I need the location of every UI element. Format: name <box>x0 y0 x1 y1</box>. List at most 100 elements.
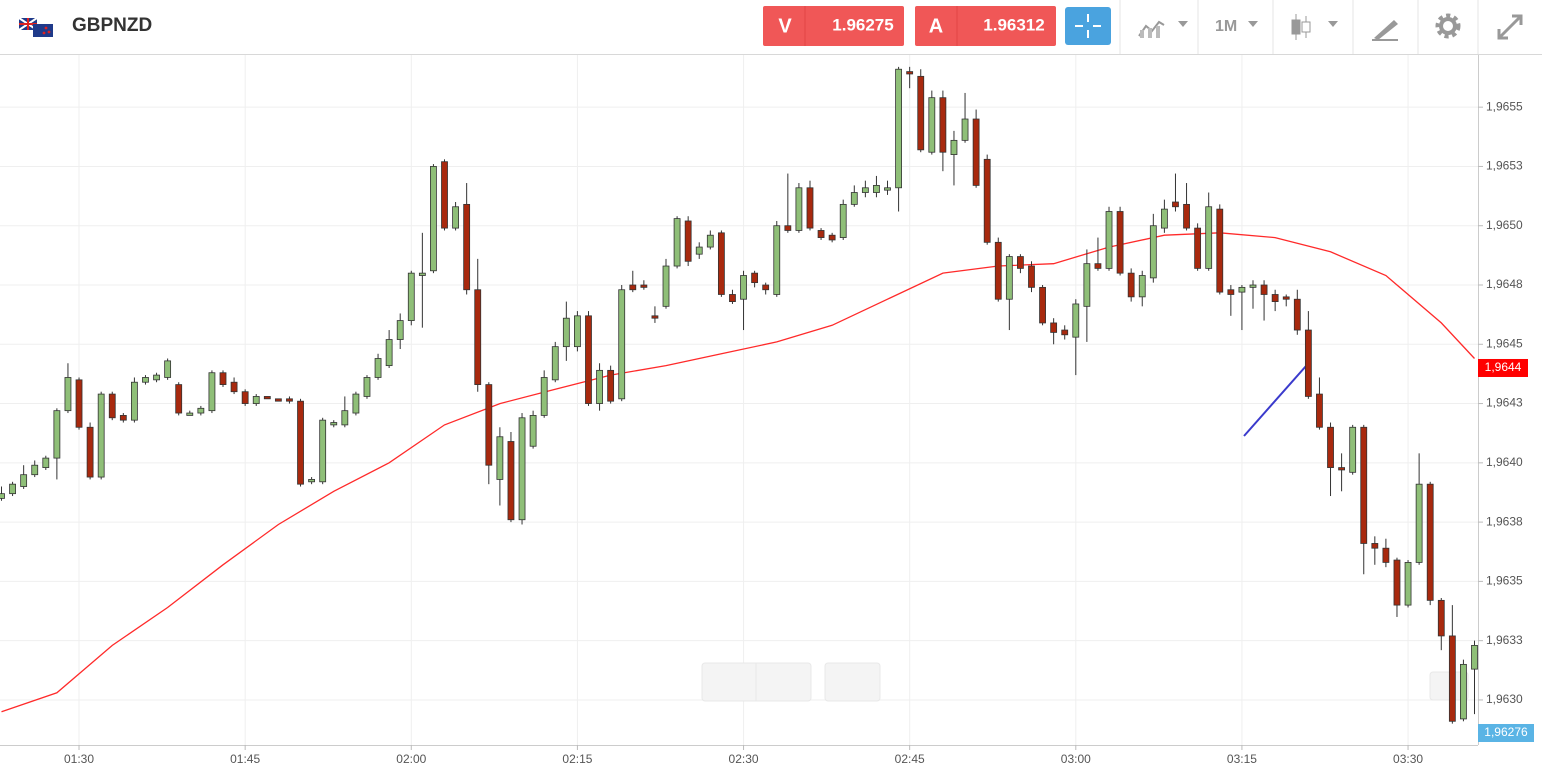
candle-body <box>1227 289 1235 295</box>
candle-body <box>906 71 914 75</box>
candle-body <box>839 203 847 238</box>
x-tick-label: 03:15 <box>1227 752 1257 766</box>
candle-style-button[interactable] <box>1291 14 1338 40</box>
candle-body <box>607 369 615 402</box>
fullscreen-button[interactable] <box>1497 14 1523 40</box>
y-tick-label: 1,9648 <box>1486 277 1523 291</box>
y-tick-label: 1,9633 <box>1486 633 1523 647</box>
sell-price: 1.96275 <box>832 15 893 34</box>
candle-body <box>352 393 360 414</box>
candle-body <box>1260 284 1268 295</box>
candle-body <box>673 218 681 267</box>
sell-label: V <box>778 15 792 37</box>
candle-body <box>97 393 105 478</box>
candle-body <box>1282 296 1290 300</box>
candle-body <box>540 377 548 416</box>
candle-body <box>850 192 858 205</box>
candle-body <box>418 272 426 276</box>
x-tick-label: 02:30 <box>729 752 759 766</box>
candle-body <box>86 426 94 478</box>
candle-body <box>684 220 692 262</box>
candle-body <box>31 464 39 476</box>
candle-body <box>197 407 205 414</box>
candle-body <box>1116 211 1124 274</box>
candle-body <box>363 377 371 397</box>
symbol: GBPNZD <box>72 15 152 36</box>
ma-price-label: 1,9644 <box>1485 360 1522 374</box>
candle-body <box>1460 663 1467 720</box>
candle-body <box>142 377 149 383</box>
candle-body <box>972 118 980 186</box>
candle-body <box>1404 562 1412 606</box>
candle-body <box>740 275 747 300</box>
buy-button[interactable]: A 1.96312 <box>915 6 1056 46</box>
candle-body <box>784 225 792 231</box>
candle-body <box>1039 286 1046 324</box>
crosshair-button[interactable] <box>1065 7 1111 45</box>
candle-body <box>396 320 404 340</box>
y-tick-label: 1,9653 <box>1486 159 1523 173</box>
candle-body <box>1338 467 1345 471</box>
candle-body <box>463 203 471 291</box>
candle-body <box>1149 225 1157 279</box>
candle-body <box>1249 284 1257 288</box>
candle-body <box>1216 208 1224 293</box>
candle-body <box>529 415 537 447</box>
candle-body <box>994 241 1002 300</box>
candle-body <box>1437 599 1445 637</box>
candle-body <box>1138 275 1146 298</box>
candle-body <box>1105 211 1113 269</box>
candle-body <box>108 393 116 419</box>
y-tick-label: 1,9645 <box>1486 336 1523 350</box>
draw-button[interactable] <box>1372 20 1398 41</box>
candle-body <box>297 400 304 485</box>
y-tick-label: 1,9638 <box>1486 514 1523 528</box>
candle-body <box>806 187 814 229</box>
candle-body <box>485 384 493 466</box>
candle-body <box>1127 272 1135 298</box>
candle-body <box>263 396 271 400</box>
buy-price: 1.96312 <box>983 15 1044 34</box>
candle-body <box>651 315 659 319</box>
sell-button[interactable]: V 1.96275 <box>763 6 904 46</box>
candle-body <box>119 415 127 421</box>
y-tick-label: 1,9635 <box>1486 574 1523 588</box>
candle-body <box>1194 227 1202 269</box>
candle-body <box>917 75 925 151</box>
candle-body <box>1349 426 1357 473</box>
candle-body <box>1172 201 1179 208</box>
buy-label: A <box>929 15 943 37</box>
ma-price-tag <box>1478 358 1528 377</box>
candle-body <box>274 398 282 402</box>
candle-body <box>175 384 183 414</box>
y-tick-label: 1,9630 <box>1486 692 1523 706</box>
candle-body <box>640 284 648 288</box>
candle-body <box>208 372 216 412</box>
candle-body <box>1072 303 1080 338</box>
trend-line-drawing <box>1243 365 1307 437</box>
timeframe-button[interactable]: 1M <box>1215 18 1258 35</box>
candle-body <box>153 374 160 381</box>
moving-average-line <box>1 232 1475 713</box>
x-tick-label: 02:45 <box>895 752 925 766</box>
last-price-label: 1,96276 <box>1484 725 1528 739</box>
y-tick-label: 1,9650 <box>1486 218 1523 232</box>
candle-body <box>1360 426 1368 544</box>
y-tick-label: 1,9643 <box>1486 396 1523 410</box>
candle-body <box>751 272 759 284</box>
chart-type-button[interactable] <box>1138 20 1188 38</box>
candle-body <box>1183 203 1190 229</box>
candle-body <box>618 289 626 400</box>
candle-body <box>1471 645 1478 670</box>
candle-body <box>895 68 902 189</box>
scroll-controls[interactable] <box>701 662 1469 702</box>
candle-body <box>773 225 781 295</box>
candle-body <box>219 372 227 385</box>
candle-body <box>1426 483 1434 601</box>
candle-body <box>1083 263 1091 307</box>
settings-button[interactable] <box>1435 13 1461 39</box>
y-tick-label: 1,9640 <box>1486 455 1523 469</box>
candle-body <box>1017 256 1024 269</box>
candle-body <box>385 339 393 367</box>
